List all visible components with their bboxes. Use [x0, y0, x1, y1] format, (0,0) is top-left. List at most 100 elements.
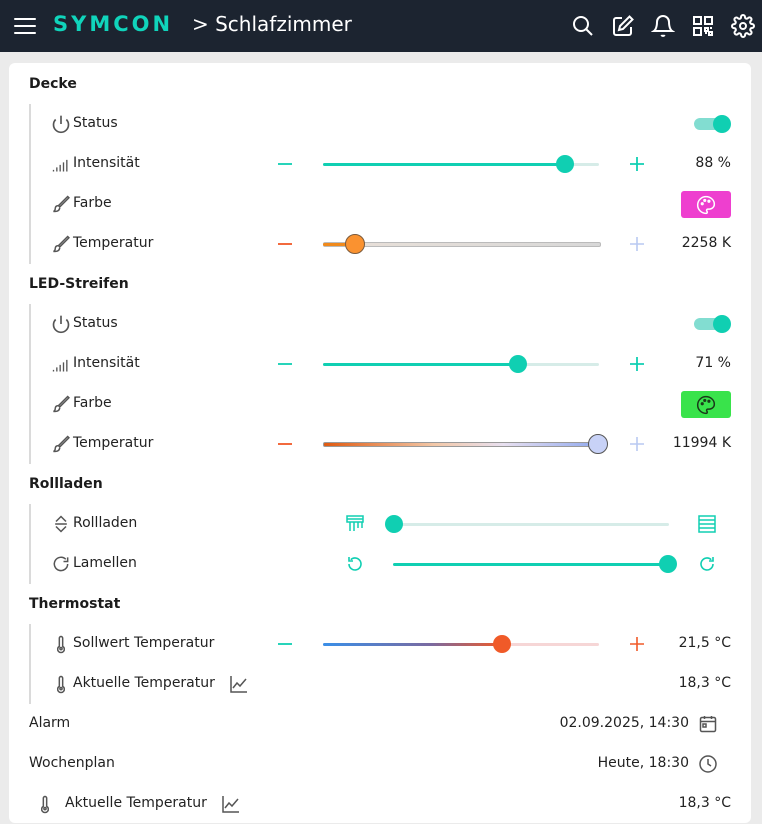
qr-code-icon[interactable] — [691, 14, 715, 38]
color-picker-button[interactable] — [681, 191, 731, 218]
row-schedule[interactable]: Wochenplan Heute, 18:30 — [29, 744, 729, 784]
row-bottom-current-temp: Aktuelle Temperatur 18,3 °C — [23, 784, 731, 824]
shutter-slider-handle[interactable] — [385, 515, 403, 533]
color-label: Farbe — [73, 195, 112, 211]
temperature-label: Temperatur — [73, 235, 154, 251]
gear-icon[interactable] — [731, 14, 755, 38]
status-toggle[interactable] — [693, 115, 731, 133]
temperature-slider-handle[interactable] — [588, 434, 608, 454]
temperature-label: Temperatur — [73, 435, 154, 451]
row-decke-temperature: Temperatur 2258 K — [31, 224, 731, 264]
increase-button[interactable] — [627, 634, 647, 654]
temperature-value: 11994 K — [672, 435, 731, 451]
increase-button[interactable] — [627, 154, 647, 174]
schedule-label: Wochenplan — [29, 755, 115, 771]
brush-icon — [51, 434, 71, 454]
intensity-slider-fill — [323, 163, 566, 166]
row-rollladen-shutter: Rollladen — [31, 504, 731, 544]
setpoint-label: Sollwert Temperatur — [73, 635, 215, 651]
section-title-thermostat: Thermostat — [29, 596, 121, 612]
search-icon[interactable] — [571, 14, 595, 38]
brush-icon — [51, 234, 71, 254]
palette-icon — [697, 395, 716, 415]
increase-button[interactable] — [627, 354, 647, 374]
status-label: Status — [73, 115, 118, 131]
increase-button[interactable] — [627, 434, 647, 454]
shutter-closed-icon[interactable] — [697, 514, 717, 534]
group-bar — [29, 104, 31, 264]
content-card: Decke Status Intensität 88 % Farbe Tempe… — [9, 63, 751, 823]
decrease-button[interactable] — [275, 154, 295, 174]
decrease-button[interactable] — [275, 634, 295, 654]
decrease-button[interactable] — [275, 434, 295, 454]
chart-icon[interactable] — [229, 674, 249, 694]
chart-icon[interactable] — [221, 794, 241, 814]
alarm-value: 02.09.2025, 14:30 — [559, 715, 689, 731]
shutter-slider-track[interactable] — [393, 523, 669, 526]
status-toggle[interactable] — [693, 315, 731, 333]
thermometer-icon — [51, 634, 71, 654]
edit-icon[interactable] — [611, 14, 635, 38]
intensity-value: 71 % — [695, 355, 731, 371]
thermometer-icon — [35, 794, 55, 814]
temperature-slider-track[interactable] — [323, 442, 601, 447]
section-title-led: LED-Streifen — [29, 276, 129, 292]
shutter-label: Rollladen — [73, 515, 138, 531]
slats-label: Lamellen — [73, 555, 137, 571]
group-bar — [29, 504, 31, 584]
bottom-current-temp-label: Aktuelle Temperatur — [65, 795, 207, 811]
status-label: Status — [73, 315, 118, 331]
shutter-open-icon[interactable] — [345, 514, 365, 534]
group-bar — [29, 624, 31, 704]
brush-icon — [51, 394, 71, 414]
setpoint-value: 21,5 °C — [678, 635, 731, 651]
row-led-color: Farbe — [31, 384, 731, 424]
rotate-right-icon[interactable] — [697, 554, 717, 574]
setpoint-slider-handle[interactable] — [493, 635, 511, 653]
color-label: Farbe — [73, 395, 112, 411]
power-icon — [51, 114, 71, 134]
intensity-slider-handle[interactable] — [509, 355, 527, 373]
intensity-label: Intensität — [73, 155, 140, 171]
rotate-left-icon[interactable] — [345, 554, 365, 574]
bell-icon[interactable] — [650, 14, 676, 38]
row-thermostat-setpoint: Sollwert Temperatur 21,5 °C — [31, 624, 731, 664]
current-temp-value: 18,3 °C — [678, 675, 731, 691]
decrease-button[interactable] — [275, 234, 295, 254]
row-decke-status: Status — [31, 104, 731, 144]
intensity-value: 88 % — [695, 155, 731, 171]
signal-bars-icon — [51, 154, 71, 174]
decrease-button[interactable] — [275, 354, 295, 374]
clock-icon[interactable] — [698, 754, 718, 774]
alarm-label: Alarm — [29, 715, 71, 731]
brush-icon — [51, 194, 71, 214]
section-title-decke: Decke — [29, 76, 77, 92]
row-led-temperature: Temperatur 11994 K — [31, 424, 731, 464]
top-bar: SYMCON > Schlafzimmer — [0, 0, 762, 52]
row-rollladen-slats: Lamellen — [31, 544, 731, 584]
slats-slider-handle[interactable] — [659, 555, 677, 573]
increase-button[interactable] — [627, 234, 647, 254]
setpoint-slider-fill — [323, 643, 503, 646]
row-decke-intensity: Intensität 88 % — [31, 144, 731, 184]
current-temp-label: Aktuelle Temperatur — [73, 675, 215, 691]
power-icon — [51, 314, 71, 334]
up-down-arrows-icon — [51, 514, 71, 534]
signal-bars-icon — [51, 354, 71, 374]
row-led-intensity: Intensität 71 % — [31, 344, 731, 384]
bottom-current-temp-value: 18,3 °C — [678, 795, 731, 811]
slats-slider-track[interactable] — [393, 563, 669, 566]
section-title-rollladen: Rollladen — [29, 476, 103, 492]
intensity-slider-fill — [323, 363, 519, 366]
row-led-status: Status — [31, 304, 731, 344]
intensity-slider-handle[interactable] — [556, 155, 574, 173]
row-alarm[interactable]: Alarm 02.09.2025, 14:30 — [29, 704, 729, 744]
color-picker-button[interactable] — [681, 391, 731, 418]
rotate-icon — [51, 554, 71, 574]
menu-icon[interactable] — [13, 14, 37, 38]
calendar-icon[interactable] — [698, 714, 718, 734]
symcon-logo[interactable]: SYMCON — [53, 12, 174, 36]
temperature-slider-handle[interactable] — [345, 234, 365, 254]
thermometer-icon — [51, 674, 71, 694]
group-bar — [29, 304, 31, 464]
